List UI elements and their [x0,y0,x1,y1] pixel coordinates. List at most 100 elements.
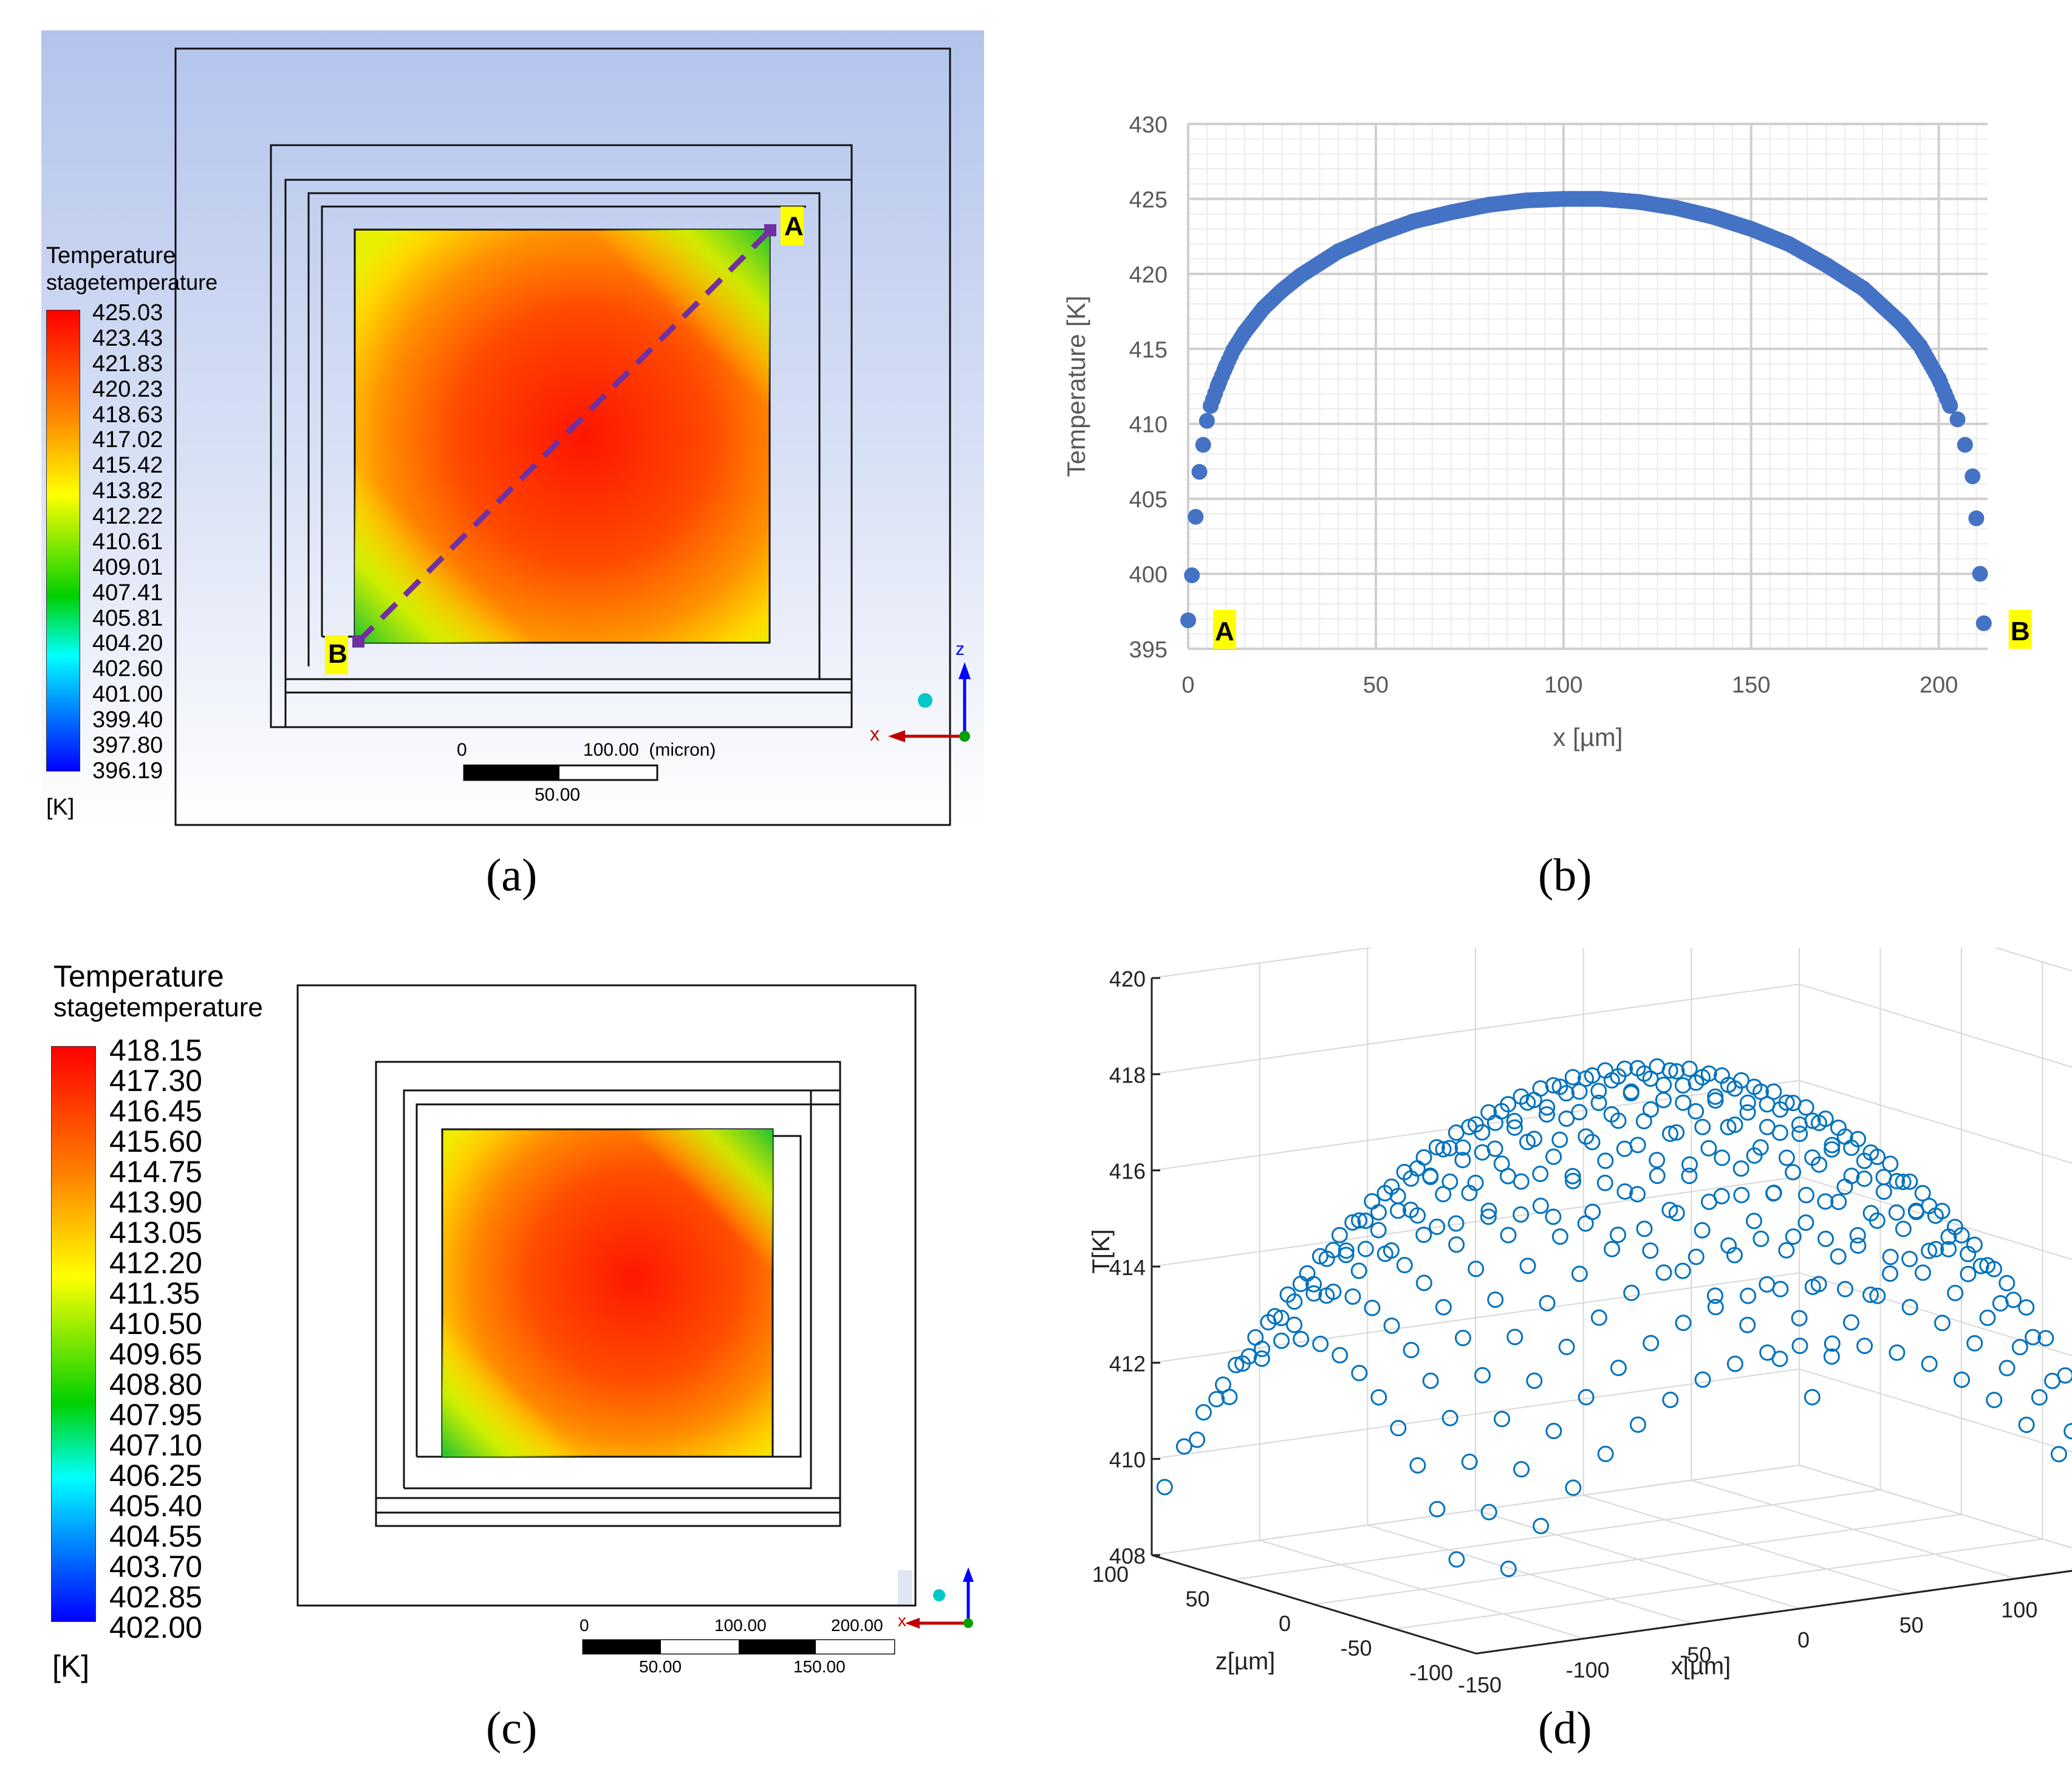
data-point [1623,1284,1640,1301]
data-point [1286,1316,1303,1333]
data-point [1184,567,1200,584]
unit-c: [K] [52,1649,90,1683]
data-point [1390,1420,1407,1437]
data-point [1921,1355,1938,1372]
data-point [1435,1299,1452,1316]
data-point [1480,197,1497,213]
data-point [1234,1355,1251,1372]
data-point [1804,1389,1821,1406]
data-point [1435,1141,1452,1158]
z-axis-line [1151,1554,1477,1655]
data-point [1590,1309,1607,1326]
data-point [1332,1347,1349,1364]
data-point [1468,1261,1485,1278]
data-point [1370,1389,1387,1406]
data-point [1953,1226,1970,1243]
data-point [1778,1149,1795,1166]
data-point [1811,1156,1828,1173]
data-point [1610,1226,1627,1243]
data-point [1474,1144,1491,1161]
data-point [1461,1453,1478,1470]
data-point [1940,1228,1957,1245]
data-point [1513,1461,1530,1478]
data-point [1518,192,1534,208]
data-point [1467,1116,1484,1133]
data-point [1714,1149,1731,1166]
data-point [1882,1155,1899,1172]
data-point [1818,257,1834,273]
data-point [1578,1128,1595,1145]
data-point [1856,281,1872,297]
data-point [1622,1083,1639,1100]
data-point [1824,1141,1841,1158]
data-point [1558,1110,1575,1127]
x-axis-line [1475,1570,2072,1655]
t-tick-label: 414 [1109,1255,1146,1280]
data-point [1675,1315,1692,1332]
data-point [1705,209,1722,225]
data-point [1305,1285,1322,1302]
data-point [2011,1339,2028,1356]
data-point [1830,1248,1847,1265]
colorbar-tick-c-12: 407.95 [109,1398,202,1432]
panel-label-d: (d) [1538,1703,1592,1754]
colorbar-tick-c-7: 412.20 [109,1246,202,1280]
data-point [1949,411,1966,428]
data-point [1901,1299,1918,1316]
data-point [1403,1170,1420,1187]
y-axis-label: Temperature [K] [1062,296,1090,477]
annotation-highlight-A [1212,610,1236,649]
data-point [1914,1264,1931,1281]
data-point [1312,1335,1329,1352]
y-tick-label: 415 [1129,337,1168,363]
data-point [1526,1372,1543,1389]
colorbar-tick-c-13: 407.10 [109,1428,202,1462]
t-tick-label: 412 [1109,1351,1146,1376]
data-point [1649,1152,1666,1169]
data-point [1532,1165,1549,1182]
data-point [1454,1330,1471,1347]
colorbar-tick-a-17: 397.80 [92,732,163,758]
colorbar-tick-a-18: 396.19 [92,758,163,784]
data-point [1422,1168,1439,1185]
label-point-a: A [784,211,804,241]
colorbar-tick-a-8: 412.22 [92,504,163,529]
data-point [1797,1186,1814,1203]
colorbar-tick-a-11: 407.41 [92,580,163,606]
data-point [1526,1131,1543,1148]
data-point [1189,1431,1206,1448]
data-point [1856,1170,1873,1187]
heater-corners-a [355,230,770,643]
data-point [1558,1338,1575,1355]
data-point [1318,1250,1335,1267]
point-a-marker [764,224,776,236]
data-point [1383,1317,1400,1334]
data-point [1960,1265,1977,1282]
panel-label-a: (a) [486,850,538,901]
data-point [1674,1262,1691,1279]
scale-150-c: 150.00 [793,1657,846,1676]
data-point [1681,1060,1698,1077]
data-point [1330,243,1347,259]
data-point [1228,1356,1245,1373]
data-point [1824,1137,1841,1154]
data-point [1791,1310,1808,1327]
data-point [1975,615,1992,632]
data-point [1210,377,1226,393]
data-point [1629,1137,1646,1154]
data-point [1494,1411,1511,1428]
data-point [1655,1076,1672,1093]
legend-title-a: Temperature [46,243,176,269]
data-point [1500,1561,1517,1578]
data-point [1519,1257,1536,1274]
data-point [1772,1281,1789,1298]
data-point [1957,437,1973,453]
t-tick-label: 408 [1109,1544,1146,1568]
data-point [1175,1438,1192,1455]
data-point [1551,1131,1568,1148]
triad-x-label-c: x [898,1611,906,1630]
data-point [1299,1265,1316,1282]
data-point [1869,1287,1886,1304]
scale-max-a: 100.00 (micron) [583,740,716,760]
data-point [1901,1173,1918,1190]
